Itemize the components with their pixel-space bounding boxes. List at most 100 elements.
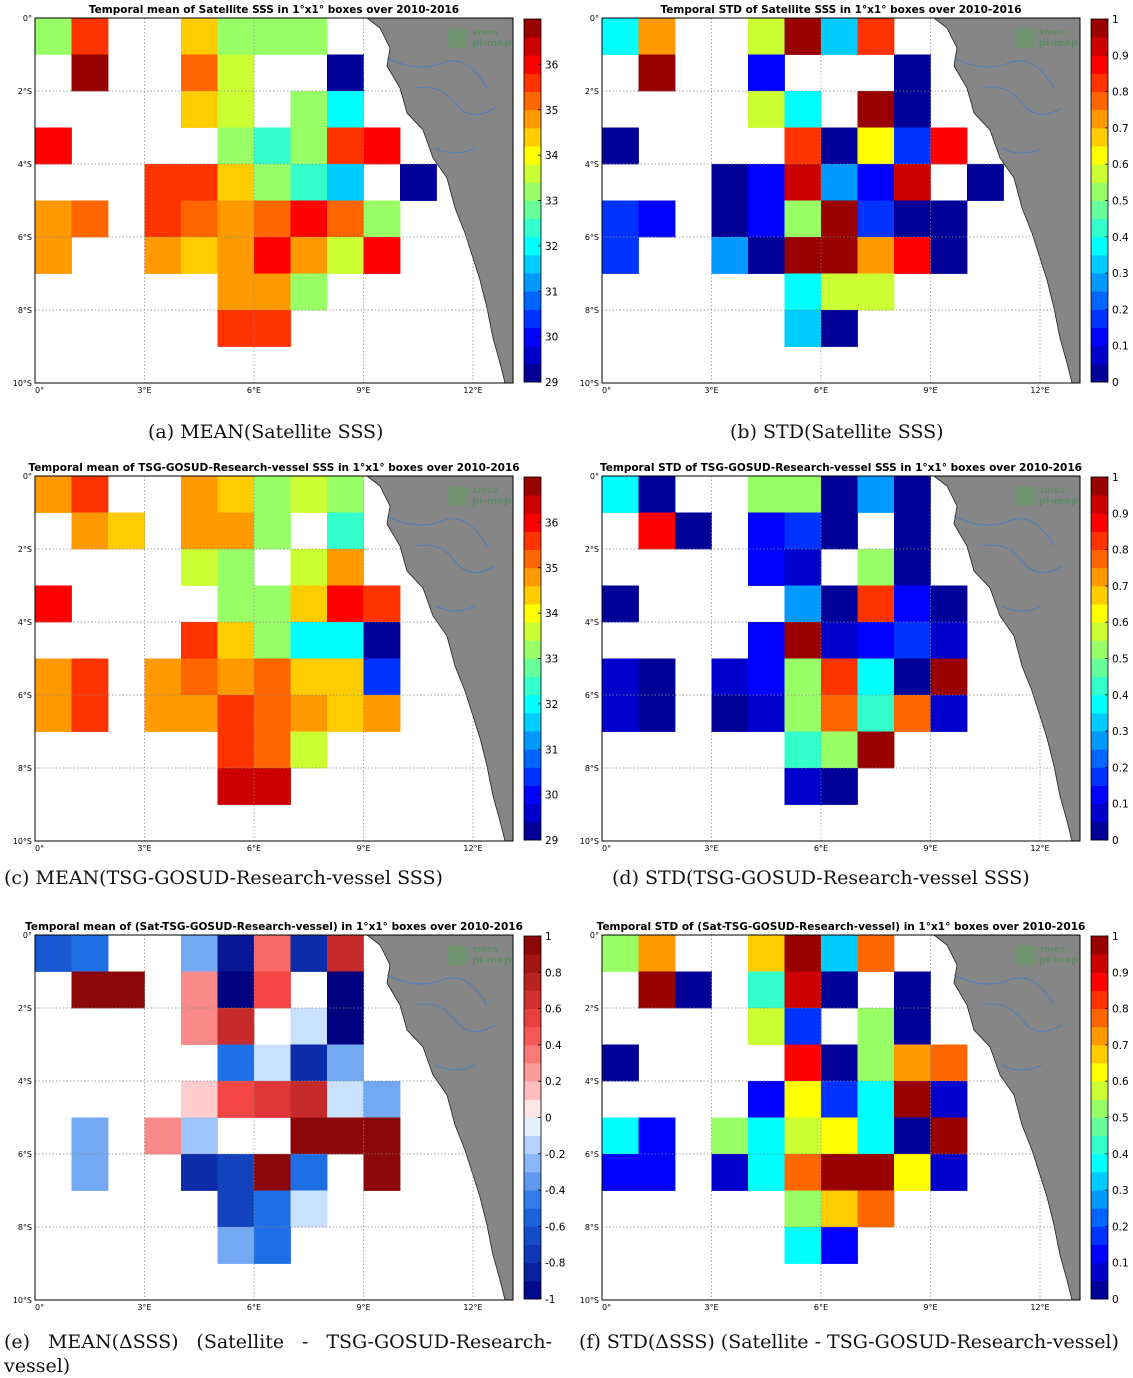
heatmap-cell bbox=[71, 18, 109, 55]
heatmap-cell bbox=[217, 54, 255, 92]
svg-text:smos: smos bbox=[472, 486, 498, 496]
y-tick-label: 4°S bbox=[18, 160, 32, 169]
heatmap-cell bbox=[35, 476, 72, 513]
heatmap-cell bbox=[821, 1081, 858, 1118]
heatmap-cell bbox=[217, 273, 255, 311]
figure-caption: (f) STD(ΔSSS) (Satellite - TSG-GOSUD-Res… bbox=[579, 1331, 1119, 1353]
heatmap-cell bbox=[35, 200, 72, 238]
heatmap-cell bbox=[857, 476, 895, 513]
heatmap-cell bbox=[894, 549, 931, 586]
heatmap-cell bbox=[784, 476, 822, 513]
heatmap-cell bbox=[784, 935, 822, 972]
colorbar-tick-label: -1 bbox=[545, 1294, 555, 1306]
figure-caption: (e) MEAN(ΔSSS) (Satellite - TSG-GOSUD-Re… bbox=[4, 1331, 552, 1377]
heatmap-cell bbox=[327, 1008, 364, 1045]
heatmap-cell bbox=[254, 273, 291, 311]
colorbar-tick-label: 35 bbox=[545, 105, 558, 117]
x-tick-label: 12°E bbox=[463, 844, 482, 853]
heatmap-cell bbox=[602, 1117, 639, 1155]
figure-caption: (c) MEAN(TSG-GOSUD-Research-vessel SSS) bbox=[4, 867, 443, 889]
colorbar-tick-label: 0.1 bbox=[1112, 1258, 1129, 1270]
heatmap-cell bbox=[71, 935, 109, 972]
heatmap-cell bbox=[327, 935, 364, 972]
heatmap-cell bbox=[181, 200, 218, 238]
x-tick-label: 9°E bbox=[356, 386, 370, 395]
heatmap-cell bbox=[254, 1190, 291, 1228]
chart-panel-c: Temporal mean of TSG-GOSUD-Research-vess… bbox=[0, 458, 566, 889]
land-shape bbox=[933, 18, 1080, 383]
svg-text:pi-mep: pi-mep bbox=[1039, 38, 1078, 49]
x-tick-label: 12°E bbox=[1030, 386, 1049, 395]
heatmap-cell bbox=[894, 512, 931, 550]
colorbar-tick-label: 36 bbox=[545, 59, 559, 71]
heatmap-cell bbox=[217, 1190, 255, 1228]
heatmap-cell bbox=[784, 622, 822, 659]
heatmap-cell bbox=[821, 273, 858, 311]
river-lines bbox=[953, 515, 1063, 612]
heatmap-cell bbox=[290, 164, 328, 201]
heatmap-cell bbox=[748, 622, 785, 659]
chart-title: Temporal mean of (Sat-TSG-GOSUD-Research… bbox=[25, 921, 523, 933]
heatmap-cell bbox=[181, 971, 218, 1009]
colorbar-tick-label: 0.8 bbox=[1112, 87, 1129, 99]
heatmap-cell bbox=[327, 1081, 364, 1118]
colorbar-tick-label: 0 bbox=[545, 1113, 552, 1125]
heatmap-cell bbox=[108, 971, 145, 1009]
y-tick-label: 2°S bbox=[18, 1004, 32, 1013]
colorbar-tick-label: 0.9 bbox=[1112, 967, 1129, 979]
heatmap-cell bbox=[181, 476, 218, 513]
heatmap-cell bbox=[217, 237, 255, 274]
svg-text:pi-mep: pi-mep bbox=[1039, 955, 1078, 966]
heatmap-cell bbox=[821, 622, 858, 659]
heatmap-cell bbox=[327, 164, 364, 201]
heatmap-cell bbox=[894, 164, 931, 201]
colorbar-tick-label: 36 bbox=[545, 517, 559, 529]
heatmap-cell bbox=[821, 1227, 858, 1264]
land-shape bbox=[366, 476, 513, 841]
x-tick-label: 9°E bbox=[923, 1303, 937, 1312]
x-tick-label: 6°E bbox=[814, 386, 828, 395]
heatmap-cell bbox=[602, 695, 639, 732]
heatmap-cell bbox=[181, 1081, 218, 1118]
heatmap-cell bbox=[217, 768, 255, 805]
heatmap-cell bbox=[254, 1044, 291, 1082]
colorbar-tick-label: 0.6 bbox=[1112, 617, 1129, 629]
heatmap-cell bbox=[254, 658, 291, 696]
colorbar-tick-label: 0.7 bbox=[1112, 1040, 1129, 1052]
heatmap-cell bbox=[327, 127, 364, 165]
heatmap-cell bbox=[217, 18, 255, 55]
heatmap-cell bbox=[821, 237, 858, 274]
heatmap-cell bbox=[217, 1081, 255, 1118]
heatmap-cell bbox=[327, 512, 364, 550]
heatmap-cell bbox=[638, 1117, 676, 1155]
svg-text:smos: smos bbox=[1039, 945, 1065, 955]
heatmap-cell bbox=[144, 200, 182, 238]
gridlines bbox=[602, 18, 1080, 383]
heatmap-cell bbox=[290, 1008, 328, 1045]
heatmap-cell bbox=[930, 622, 968, 659]
colorbar-tick-label: 0.8 bbox=[1112, 1004, 1129, 1016]
heatmap-cell bbox=[784, 1044, 822, 1082]
heatmap-cell bbox=[602, 658, 639, 696]
heatmap-cell bbox=[181, 18, 218, 55]
heatmap-cell bbox=[290, 731, 328, 769]
gridlines bbox=[602, 935, 1080, 1300]
x-tick-label: 6°E bbox=[247, 844, 261, 853]
colorbar: 0 0.1 0.2 0.3 0.4 0.5 0.6 0.7 0.8 0.9 1 bbox=[1090, 931, 1129, 1306]
heatmap-cell bbox=[254, 512, 291, 550]
heatmap-cell bbox=[35, 127, 72, 165]
heatmap-cell bbox=[748, 200, 785, 238]
heatmap-cell bbox=[327, 54, 364, 92]
heatmap-cell bbox=[254, 164, 291, 201]
heatmap-cell bbox=[217, 622, 255, 659]
y-tick-label: 4°S bbox=[18, 1077, 32, 1086]
colorbar-tick-label: 0.7 bbox=[1112, 123, 1129, 135]
chart-title: Temporal mean of Satellite SSS in 1°x1° … bbox=[89, 4, 459, 16]
heatmap-cell bbox=[638, 658, 676, 696]
x-tick-label: 6°E bbox=[814, 844, 828, 853]
heatmap-cell bbox=[254, 768, 291, 805]
heatmap-cell bbox=[254, 935, 291, 972]
heatmap-cell bbox=[254, 127, 291, 165]
